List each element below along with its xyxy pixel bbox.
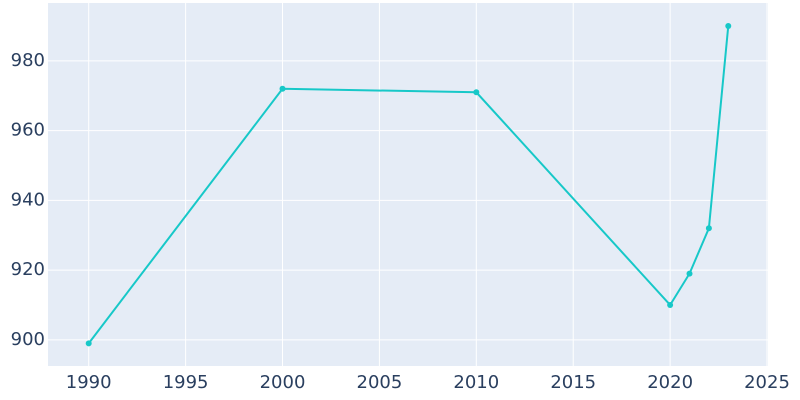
marker [686, 270, 693, 277]
y-tick-label: 960 [11, 120, 45, 141]
marker [667, 301, 674, 308]
y-tick-label: 900 [11, 329, 45, 350]
x-tick-label: 2000 [260, 372, 306, 393]
x-tick-label: 1995 [163, 372, 209, 393]
x-tick-label: 2025 [744, 372, 790, 393]
plot-area [48, 3, 768, 366]
x-tick-label: 1990 [66, 372, 112, 393]
marker [725, 23, 732, 30]
marker [705, 225, 712, 232]
x-tick-label: 2015 [550, 372, 596, 393]
x-tick-label: 2020 [647, 372, 693, 393]
y-tick-label: 920 [11, 259, 45, 280]
x-tick-label: 2005 [357, 372, 403, 393]
x-tick-label: 2010 [453, 372, 499, 393]
marker [473, 89, 480, 96]
marker [279, 85, 286, 92]
marker [85, 340, 92, 347]
y-tick-label: 940 [11, 189, 45, 210]
y-tick-label: 980 [11, 50, 45, 71]
